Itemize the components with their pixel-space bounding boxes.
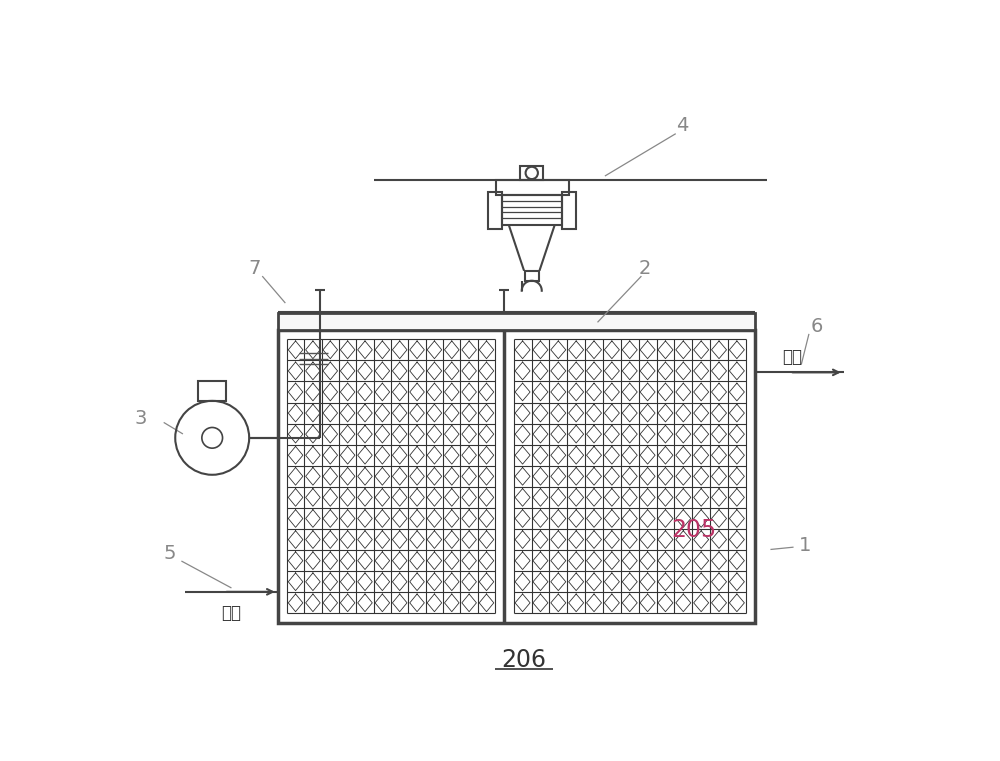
- Bar: [278, 330, 755, 622]
- Text: 2: 2: [639, 259, 651, 278]
- Text: 进水: 进水: [221, 604, 241, 622]
- Text: 205: 205: [671, 518, 716, 543]
- Text: 5: 5: [164, 544, 176, 563]
- Text: 3: 3: [134, 409, 147, 428]
- Bar: [198, 380, 226, 401]
- Bar: [562, 193, 576, 229]
- Bar: [502, 196, 562, 224]
- Text: 出水: 出水: [782, 348, 802, 366]
- Text: 6: 6: [810, 317, 823, 336]
- Text: 1: 1: [799, 536, 811, 555]
- Bar: [496, 180, 569, 196]
- Text: 7: 7: [248, 259, 261, 278]
- Bar: [525, 271, 539, 281]
- Text: 206: 206: [502, 648, 547, 671]
- Bar: [278, 313, 755, 330]
- Bar: [520, 166, 543, 180]
- Text: 4: 4: [676, 116, 688, 135]
- Bar: [488, 193, 502, 229]
